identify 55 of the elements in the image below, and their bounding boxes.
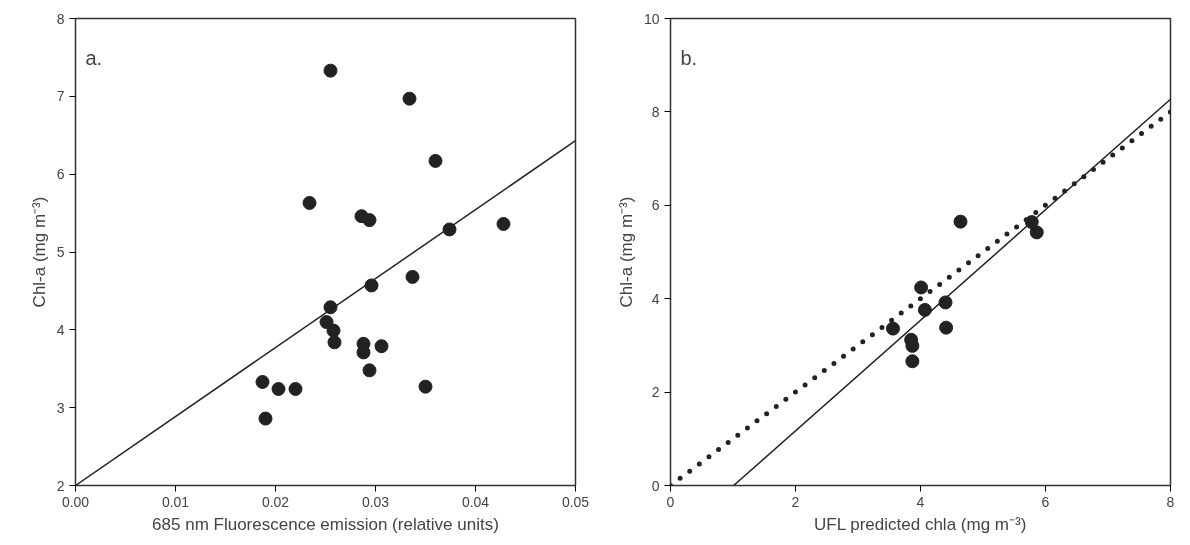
point [1029,225,1044,240]
y-tick-label: 2 [651,384,660,401]
point [258,411,273,426]
y-tick-label: 6 [651,197,660,214]
y-tick-label: 10 [643,10,660,27]
x-tick-label: 0.05 [561,493,590,510]
x-tick-label: 6 [1041,493,1050,510]
x-axis-title: 685 nm Fluorescence emission (relative units) [152,514,499,534]
point [362,213,377,228]
point [288,382,303,396]
annotation: a. [85,46,103,69]
point [905,354,920,369]
point [323,63,338,78]
point [326,323,341,338]
y-tick-label: 0 [651,477,660,494]
y-tick-label: 7 [56,88,65,105]
annotation: b. [680,46,698,69]
x-tick-label: 0 [666,493,675,510]
y-tick-label: 4 [56,321,65,338]
point [255,374,270,389]
y-tick-label: 3 [56,399,65,416]
point [938,295,953,310]
point [917,302,932,317]
y-tick-label: 8 [56,10,65,27]
y-tick-label: 5 [56,244,65,260]
point [953,214,968,229]
x-tick-label: 4 [916,493,925,510]
x-tick-label: 0.01 [161,493,190,510]
point [914,280,929,295]
point [418,379,433,394]
point [302,195,317,210]
x-axis-title: UFL predicted chla (mg m⁻³) [814,514,1027,534]
y-tick-label: 2 [56,477,65,494]
y-tick-label: 8 [651,103,660,120]
x-tick-label: 2 [791,493,800,510]
x-tick-label: 0.00 [61,493,90,510]
x-tick-label: 0.02 [261,493,290,510]
point [496,216,511,231]
point [886,321,900,336]
x-tick-label: 8 [1166,493,1175,510]
point [402,91,417,106]
x-tick-label: 0.03 [361,493,390,510]
y-axis-title: Chl-a (mg m⁻³) [29,196,49,308]
y-axis-title: Chl-a (mg m⁻³) [616,196,636,308]
point [271,382,286,396]
y-tick-label: 4 [651,290,660,307]
y-tick-label: 6 [56,166,65,183]
point [374,339,389,354]
point [362,363,377,378]
x-tick-label: 0.04 [461,493,490,510]
point [939,320,954,335]
point [327,335,342,350]
point [428,153,443,168]
point [405,269,420,284]
point [323,300,338,315]
